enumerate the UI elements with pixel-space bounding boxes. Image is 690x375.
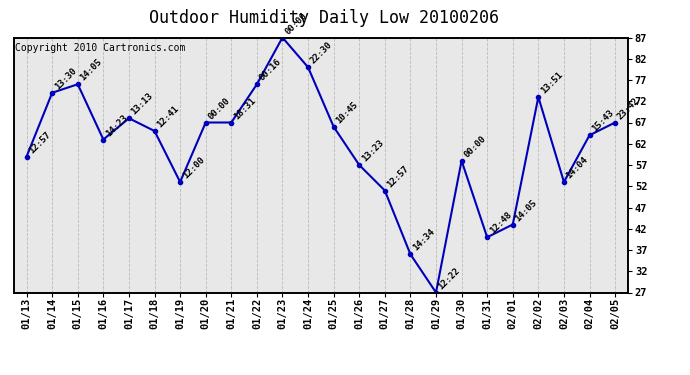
Text: 15:43: 15:43: [590, 108, 615, 134]
Text: 13:51: 13:51: [539, 70, 564, 96]
Text: 12:57: 12:57: [386, 164, 411, 189]
Text: 00:00: 00:00: [206, 96, 232, 121]
Text: 13:13: 13:13: [130, 92, 155, 117]
Text: 00:16: 00:16: [257, 57, 283, 83]
Text: 12:57: 12:57: [27, 130, 52, 155]
Text: 10:45: 10:45: [334, 100, 359, 125]
Text: 12:00: 12:00: [181, 155, 206, 181]
Text: 12:48: 12:48: [488, 210, 513, 236]
Text: 14:05: 14:05: [79, 57, 103, 83]
Text: 12:41: 12:41: [155, 104, 181, 130]
Text: 12:22: 12:22: [437, 266, 462, 291]
Text: 13:30: 13:30: [53, 66, 78, 92]
Text: Copyright 2010 Cartronics.com: Copyright 2010 Cartronics.com: [15, 43, 186, 52]
Text: 00:00: 00:00: [462, 134, 488, 159]
Text: 14:04: 14:04: [564, 155, 590, 181]
Text: 14:23: 14:23: [104, 113, 129, 138]
Text: 14:34: 14:34: [411, 228, 436, 253]
Text: 22:30: 22:30: [308, 40, 334, 66]
Text: 00:00: 00:00: [283, 11, 308, 36]
Text: 13:23: 13:23: [360, 138, 385, 164]
Text: 14:05: 14:05: [513, 198, 539, 223]
Text: 18:31: 18:31: [232, 96, 257, 121]
Text: Outdoor Humidity Daily Low 20100206: Outdoor Humidity Daily Low 20100206: [149, 9, 500, 27]
Text: 23:42: 23:42: [615, 96, 641, 121]
